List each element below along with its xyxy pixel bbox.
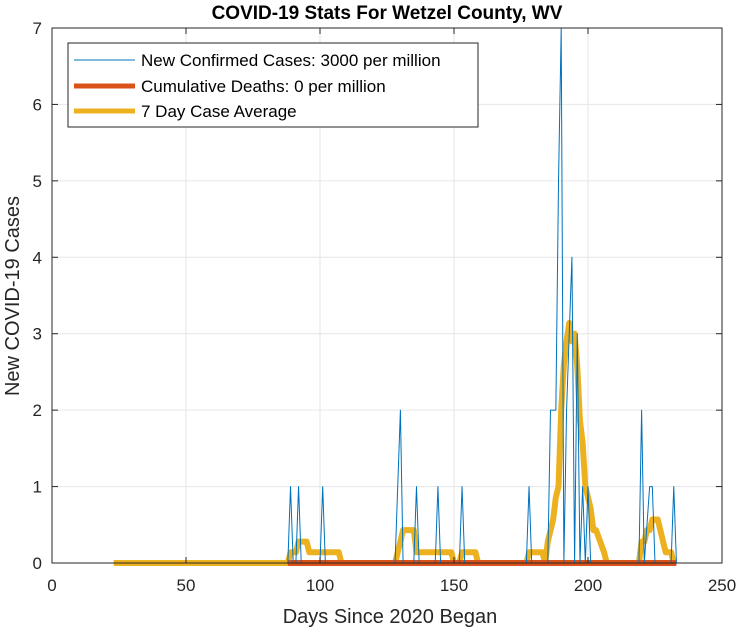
legend-label-7-day-average: 7 Day Case Average [141, 102, 297, 121]
y-tick-label: 1 [33, 478, 42, 497]
y-tick-label: 2 [33, 401, 42, 420]
x-tick-label: 50 [177, 576, 196, 595]
y-tick-label: 7 [33, 19, 42, 38]
x-tick-label: 200 [574, 576, 602, 595]
y-tick-label: 3 [33, 325, 42, 344]
plot-area-frame [51, 27, 723, 564]
y-tick-label: 4 [33, 248, 42, 267]
y-tick-label: 6 [33, 95, 42, 114]
y-tick-label: 0 [33, 554, 42, 573]
chart-title: COVID-19 Stats For Wetzel County, WV [212, 3, 563, 24]
legend-label-cumulative-deaths: Cumulative Deaths: 0 per million [141, 77, 386, 96]
legend: New Confirmed Cases: 3000 per million Cu… [67, 42, 479, 128]
y-axis-label: New COVID-19 Cases [2, 196, 24, 396]
axis-ticks [51, 27, 723, 564]
legend-box [67, 42, 479, 128]
y-tick-label: 5 [33, 172, 42, 191]
x-tick-label: 100 [306, 576, 334, 595]
x-tick-label: 150 [440, 576, 468, 595]
x-axis-label: Days Since 2020 Began [283, 606, 498, 628]
axis-tick-labels: 0 50 100 150 200 250 0 1 2 3 4 5 6 7 [33, 19, 737, 595]
x-tick-label: 250 [708, 576, 736, 595]
legend-label-new-cases: New Confirmed Cases: 3000 per million [141, 51, 441, 70]
x-tick-label: 0 [47, 576, 56, 595]
